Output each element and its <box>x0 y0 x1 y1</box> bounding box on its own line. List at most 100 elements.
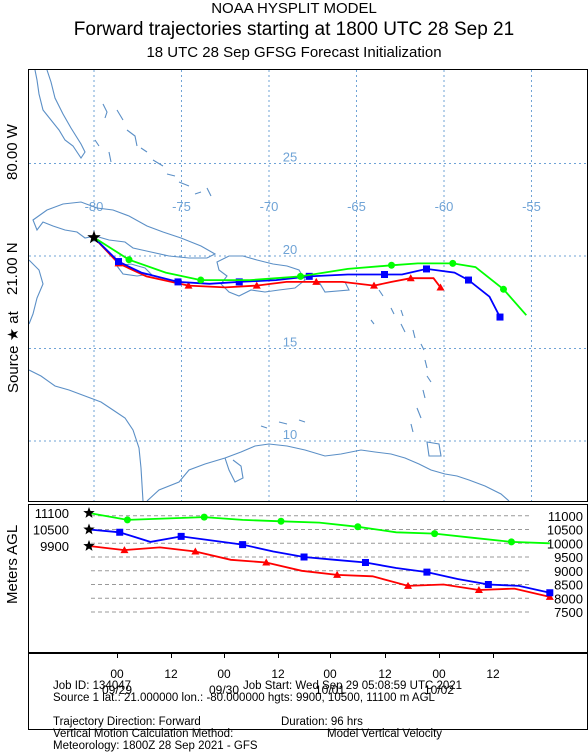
altitude-axis-label: Meters AGL <box>4 524 21 604</box>
job-id: Job ID: 134047 <box>53 680 132 692</box>
altitude-trace-10500 <box>88 528 550 594</box>
lesser-antilles <box>370 289 432 433</box>
trajectory-marker <box>184 281 193 289</box>
trajectory-10500 <box>93 236 501 318</box>
altitude-marker <box>545 592 554 600</box>
start-height-label: 10500 <box>33 523 69 538</box>
altitude-marker <box>177 532 185 540</box>
trajectory-marker <box>381 271 388 278</box>
meteorology: Meteorology: 1800Z 28 Sep 2021 - GFS <box>53 740 258 752</box>
altitude-marker <box>123 516 131 524</box>
trajectory-marker <box>305 272 313 280</box>
trajectory-marker <box>297 272 304 280</box>
trajectory-marker <box>197 276 205 284</box>
altitude-trace-11100 <box>88 512 550 545</box>
altitude-marker <box>546 589 554 597</box>
source-star <box>87 230 101 244</box>
altitude-tick-label: 9500 <box>554 550 583 565</box>
trajectory-11100 <box>93 236 527 316</box>
hispaniola-coast <box>216 255 306 297</box>
time-tick <box>224 652 225 658</box>
time-hour-label: 12 <box>486 667 500 681</box>
forecast-subtitle: 18 UTC 28 Sep GFSG Forecast Initializati… <box>146 44 442 61</box>
trajectory-marker <box>370 281 378 289</box>
lat-label: 20 <box>283 242 297 257</box>
altitude-source-star <box>83 507 95 518</box>
altitude-tick-label: 11000 <box>548 509 583 524</box>
duration: Duration: 96 hrs <box>281 716 363 728</box>
time-tick <box>171 652 172 658</box>
trajectory-direction: Trajectory Direction: Forward <box>53 716 201 728</box>
altitude-marker <box>277 517 285 525</box>
lon-label: -75 <box>172 199 191 214</box>
altitude-marker <box>423 568 431 576</box>
altitude-marker <box>191 547 200 555</box>
time-date-label: 09/29 <box>101 683 133 697</box>
time-hour-label: 00 <box>110 667 124 681</box>
time-tick <box>278 652 279 658</box>
altitude-tick-label: 9000 <box>554 564 583 579</box>
trajectory-map: -80 -75 -70 -65 -60 -55 25 20 15 10 <box>28 69 588 502</box>
lon-label: -70 <box>260 199 279 214</box>
altitude-marker <box>116 528 124 536</box>
source-star-marker <box>87 230 101 244</box>
trajectory-title: Forward trajectories starting at 1800 UT… <box>73 19 515 40</box>
altitude-marker <box>300 553 308 561</box>
altitude-marker <box>484 581 492 588</box>
start-height-label: 9900 <box>40 539 69 554</box>
trajectory-marker <box>115 258 122 266</box>
altitude-tick-label: 8500 <box>554 578 583 593</box>
time-hour-label: 00 <box>432 667 446 681</box>
altitude-marker <box>333 570 342 578</box>
time-date-label: 09/30 <box>208 683 240 697</box>
job-start: Job Start: Wed Sep 29 05:08:59 UTC 2021 <box>243 680 463 692</box>
time-hour-label: 12 <box>164 667 178 681</box>
altitude-trace-9900 <box>88 545 551 598</box>
altitude-marker <box>474 586 483 593</box>
trinidad-coast <box>426 441 442 457</box>
trajectory-marker <box>235 278 243 286</box>
lake-maracaibo <box>224 457 244 483</box>
altitude-source-star <box>83 523 95 535</box>
time-tick <box>385 652 386 658</box>
source-lat-label: 21.00 N <box>4 242 21 295</box>
trajectory-9900 <box>93 236 442 289</box>
time-tick <box>439 652 440 658</box>
florida-coast <box>34 69 86 159</box>
altitude-marker <box>361 559 369 566</box>
trajectory-marker <box>436 283 445 291</box>
altitude-canvas: 1100010500100009500900085008000750011100… <box>33 506 583 620</box>
lat-label: 10 <box>283 427 297 442</box>
altitude-marker <box>404 581 413 589</box>
lon-label: -60 <box>435 199 454 214</box>
trajectory-marker <box>465 276 472 284</box>
altitude-tick-label: 10000 <box>547 536 583 551</box>
model-title: NOAA HYSPLIT MODEL <box>211 0 377 17</box>
altitude-tick-label: 7500 <box>554 605 583 620</box>
altitude-marker <box>200 513 208 521</box>
altitude-tick-label: 10500 <box>547 523 583 538</box>
trajectory-marker <box>406 274 415 282</box>
altitude-marker <box>507 538 515 546</box>
altitude-tick-label: 8000 <box>554 591 583 606</box>
time-tick <box>493 652 494 658</box>
altitude-source-star <box>83 540 95 551</box>
time-hour-label: 12 <box>271 667 285 681</box>
trajectory-marker <box>496 313 504 321</box>
time-hour-label: 00 <box>323 667 337 681</box>
time-hour-label: 00 <box>217 667 231 681</box>
lon-label: -55 <box>522 199 541 214</box>
puerto-rico-coast <box>318 281 350 293</box>
source-label: Source ★ at <box>5 311 22 393</box>
aruba-curacao <box>260 419 306 429</box>
altitude-marker <box>120 546 129 554</box>
time-hour-label: 12 <box>378 667 392 681</box>
trajectory-marker <box>174 278 182 286</box>
trajectory-marker <box>500 285 507 293</box>
trajectory-marker <box>312 277 321 285</box>
trajectory-marker <box>423 265 430 273</box>
altitude-marker <box>354 523 362 531</box>
time-tick <box>117 652 118 658</box>
